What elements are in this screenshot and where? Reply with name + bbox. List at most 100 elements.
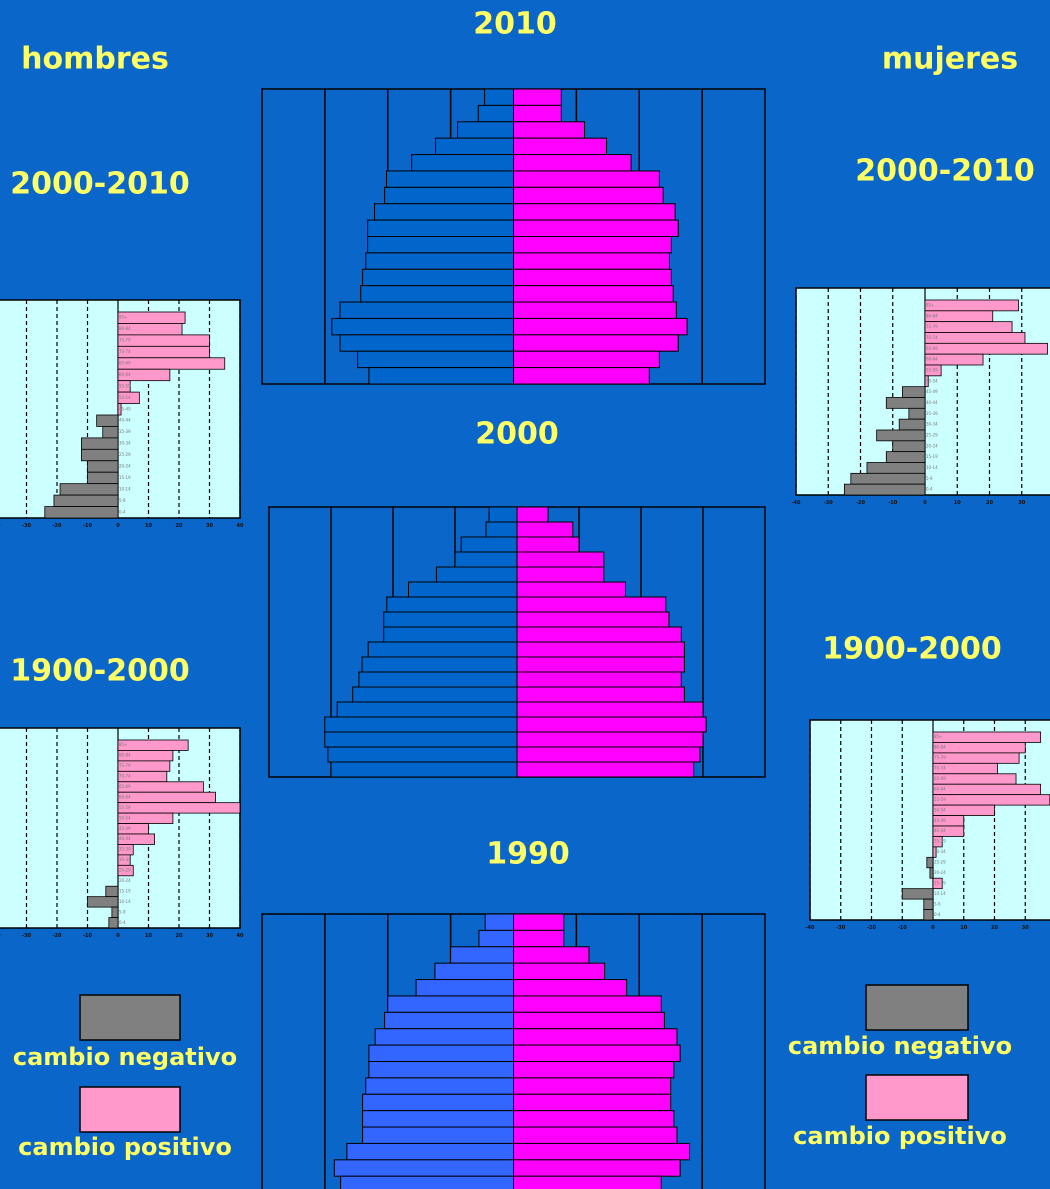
age-label: 25-29 xyxy=(926,432,938,437)
age-label: 45-49 xyxy=(926,389,938,394)
female-bar xyxy=(513,137,608,156)
female-bar xyxy=(516,521,574,538)
x-tick-label: 0 xyxy=(116,933,120,939)
female-bar xyxy=(513,1061,675,1079)
change-bar xyxy=(117,864,134,877)
age-label: 15-19 xyxy=(926,454,938,459)
female-bar xyxy=(516,566,605,583)
age-label: 60-64 xyxy=(119,372,131,377)
change-bar xyxy=(924,375,929,388)
male-bar xyxy=(384,186,515,205)
age-label: 10-14 xyxy=(926,465,938,470)
male-bar xyxy=(374,203,515,221)
female-bar xyxy=(513,913,565,931)
change-bar xyxy=(924,299,1019,312)
age-label: 5-9 xyxy=(119,498,126,503)
male-bar xyxy=(324,716,518,733)
age-label: 25-29 xyxy=(934,860,946,865)
male-bar xyxy=(488,506,518,523)
male-bar xyxy=(362,1110,514,1128)
female-bar xyxy=(513,104,562,123)
x-tick-label: 30 xyxy=(206,523,213,529)
change-bar xyxy=(932,752,1020,764)
x-tick-label: -20 xyxy=(856,500,866,506)
age-label: 45-49 xyxy=(934,818,946,823)
change-bar xyxy=(932,794,1050,806)
age-label: 65-69 xyxy=(119,784,131,789)
x-tick-label: 20 xyxy=(986,500,993,506)
male-bar xyxy=(362,268,514,287)
female-bar xyxy=(516,716,707,733)
change-bar xyxy=(923,898,934,910)
x-tick-label: 0 xyxy=(931,925,935,931)
change-bar xyxy=(87,896,119,908)
x-tick-label: -10 xyxy=(898,925,908,931)
change-bar xyxy=(924,364,942,377)
age-label: 55-59 xyxy=(934,797,946,802)
male-bar xyxy=(485,521,518,538)
legend-swatch xyxy=(865,1074,969,1121)
female-bar xyxy=(516,731,704,748)
female-bar xyxy=(516,746,701,763)
x-tick-label: 20 xyxy=(176,933,183,939)
male-bar xyxy=(435,566,518,583)
female-bar xyxy=(516,701,704,718)
male-bar xyxy=(435,137,514,156)
x-tick-label: -40 xyxy=(0,933,1,939)
change-bar xyxy=(81,448,119,462)
age-label: 35-39 xyxy=(119,847,131,852)
female-bar xyxy=(513,268,672,287)
age-label: 50-54 xyxy=(926,378,938,383)
age-label: 65-69 xyxy=(926,346,938,351)
change-bar xyxy=(108,917,119,929)
age-label: 30-34 xyxy=(926,422,938,427)
x-tick-label: -30 xyxy=(22,523,32,529)
change-bar xyxy=(901,888,934,900)
age-label: 80-84 xyxy=(119,753,131,758)
female-bar xyxy=(513,334,679,352)
pyramid-title: 2000 xyxy=(475,417,559,452)
change-bar xyxy=(87,471,119,485)
age-label: 35-39 xyxy=(119,429,131,434)
age-label: 10-14 xyxy=(119,486,131,491)
male-bar xyxy=(331,317,515,336)
x-tick-label: -20 xyxy=(52,933,62,939)
x-tick-label: 20 xyxy=(991,925,998,931)
age-label: 20-24 xyxy=(119,878,131,883)
change-bar xyxy=(932,836,943,848)
age-label: 70-74 xyxy=(119,349,131,354)
female-bar xyxy=(513,929,565,948)
change-bar xyxy=(843,483,926,496)
x-tick-label: 10 xyxy=(954,500,961,506)
female-bar xyxy=(516,581,626,598)
age-label: 60-64 xyxy=(926,357,938,362)
change-bar xyxy=(87,460,119,473)
male-bar xyxy=(368,1061,515,1079)
male-bar xyxy=(386,596,518,613)
change-bar xyxy=(111,906,119,918)
legend-label: cambio negativo xyxy=(788,1032,1012,1060)
age-label: 15-19 xyxy=(119,888,131,893)
age-label: 10-14 xyxy=(934,891,946,896)
change-bar xyxy=(59,483,119,496)
change-bar xyxy=(102,426,119,439)
age-label: 0-4 xyxy=(119,509,126,514)
men-label: hombres xyxy=(21,42,169,77)
change-bar xyxy=(932,825,965,837)
age-label: 55-59 xyxy=(926,367,938,372)
male-bar xyxy=(385,170,514,188)
x-tick-label: -30 xyxy=(836,925,846,931)
x-tick-label: 40 xyxy=(237,523,244,529)
change-bar xyxy=(908,407,926,420)
change-bar xyxy=(898,418,926,431)
female-bar xyxy=(513,350,660,369)
female-bar xyxy=(513,88,562,106)
male-bar xyxy=(457,121,515,139)
change-bar xyxy=(117,311,186,324)
age-label: 25-29 xyxy=(119,452,131,457)
women-label: mujeres xyxy=(882,42,1018,77)
male-bar xyxy=(411,154,514,172)
female-bar xyxy=(513,301,677,319)
change-bar xyxy=(117,833,155,845)
